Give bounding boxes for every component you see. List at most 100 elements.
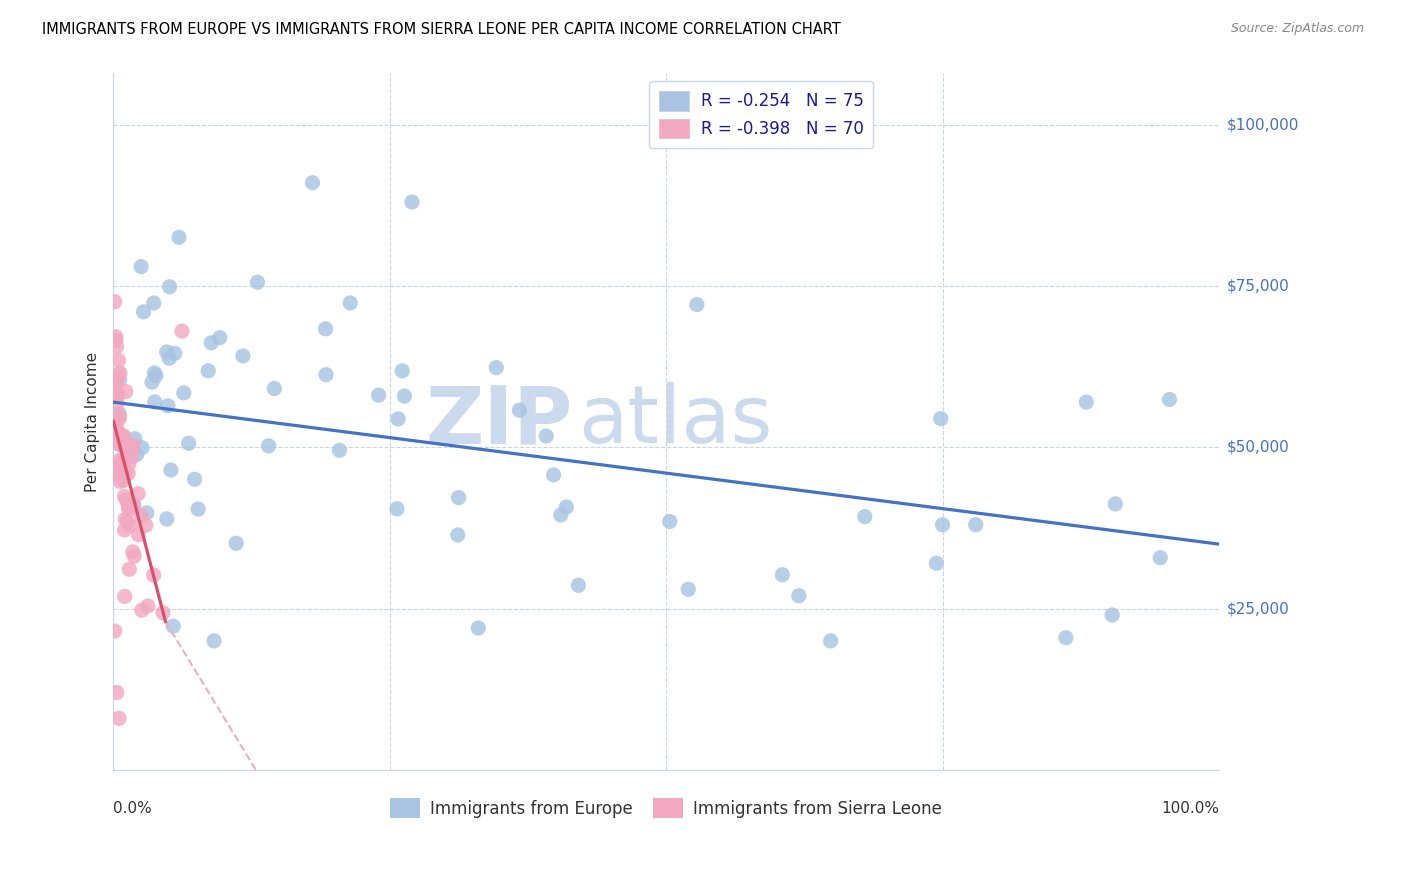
Point xyxy=(183,472,205,486)
Point xyxy=(108,406,131,420)
Point xyxy=(315,322,337,336)
Point xyxy=(555,500,578,514)
Point xyxy=(367,388,389,402)
Point xyxy=(391,364,413,378)
Point xyxy=(1159,392,1181,407)
Point xyxy=(1104,497,1126,511)
Point xyxy=(105,385,128,400)
Legend: Immigrants from Europe, Immigrants from Sierra Leone: Immigrants from Europe, Immigrants from … xyxy=(384,792,949,824)
Point xyxy=(114,512,136,526)
Point xyxy=(105,422,128,436)
Point xyxy=(114,590,136,604)
Point xyxy=(315,368,337,382)
Point xyxy=(678,582,700,597)
Point xyxy=(225,536,247,550)
Point xyxy=(142,568,165,582)
Point xyxy=(117,467,139,481)
Point xyxy=(131,603,153,617)
Point xyxy=(115,442,138,457)
Point xyxy=(328,443,350,458)
Point xyxy=(110,463,132,477)
Point xyxy=(114,384,136,399)
Point xyxy=(232,349,254,363)
Point xyxy=(125,448,148,462)
Text: $75,000: $75,000 xyxy=(1227,278,1289,293)
Point xyxy=(104,460,127,475)
Point xyxy=(105,340,128,354)
Text: 0.0%: 0.0% xyxy=(114,801,152,816)
Point xyxy=(127,487,149,501)
Point xyxy=(124,432,146,446)
Point xyxy=(156,345,179,359)
Point xyxy=(108,366,131,380)
Point xyxy=(141,375,163,389)
Point xyxy=(108,711,131,725)
Point xyxy=(170,324,193,338)
Point xyxy=(117,500,139,514)
Point xyxy=(104,418,127,433)
Point xyxy=(686,297,709,311)
Text: IMMIGRANTS FROM EUROPE VS IMMIGRANTS FROM SIERRA LEONE PER CAPITA INCOME CORRELA: IMMIGRANTS FROM EUROPE VS IMMIGRANTS FRO… xyxy=(42,22,841,37)
Point xyxy=(385,501,408,516)
Point xyxy=(129,508,152,523)
Point xyxy=(105,685,128,699)
Point xyxy=(447,491,470,505)
Point xyxy=(112,455,135,469)
Point xyxy=(115,492,138,507)
Text: ZIP: ZIP xyxy=(425,383,572,460)
Point xyxy=(131,441,153,455)
Point xyxy=(136,599,159,613)
Point xyxy=(111,438,134,452)
Point xyxy=(104,434,127,448)
Point xyxy=(246,275,269,289)
Point xyxy=(173,385,195,400)
Point xyxy=(931,517,953,532)
Point xyxy=(114,490,136,504)
Point xyxy=(508,403,530,417)
Point xyxy=(112,430,135,444)
Point xyxy=(787,589,810,603)
Point xyxy=(534,429,557,443)
Point xyxy=(104,430,127,444)
Point xyxy=(105,425,128,440)
Point xyxy=(121,450,143,464)
Point xyxy=(122,545,145,559)
Point xyxy=(135,518,157,533)
Point xyxy=(853,509,876,524)
Point xyxy=(122,438,145,452)
Point xyxy=(156,512,179,526)
Point xyxy=(104,624,127,638)
Y-axis label: Per Capita Income: Per Capita Income xyxy=(86,351,100,491)
Point xyxy=(447,528,470,542)
Point xyxy=(145,368,167,383)
Point xyxy=(107,412,129,426)
Point xyxy=(117,515,139,529)
Point xyxy=(1149,550,1171,565)
Point xyxy=(110,475,132,489)
Point xyxy=(104,386,127,401)
Point xyxy=(770,567,793,582)
Point xyxy=(658,515,681,529)
Point xyxy=(394,389,416,403)
Point xyxy=(107,459,129,474)
Point xyxy=(263,382,285,396)
Point xyxy=(202,634,225,648)
Point xyxy=(108,453,131,467)
Text: 100.0%: 100.0% xyxy=(1161,801,1219,816)
Point xyxy=(143,366,166,380)
Point xyxy=(177,436,200,450)
Point xyxy=(129,260,152,274)
Point xyxy=(118,562,141,576)
Point xyxy=(112,451,135,466)
Point xyxy=(1101,607,1123,622)
Point xyxy=(105,389,128,403)
Point xyxy=(104,467,127,482)
Point xyxy=(110,464,132,478)
Point xyxy=(159,279,181,293)
Point xyxy=(143,394,166,409)
Point xyxy=(108,458,131,473)
Text: $100,000: $100,000 xyxy=(1227,117,1299,132)
Point xyxy=(1076,395,1098,409)
Point xyxy=(257,439,280,453)
Point xyxy=(160,463,183,477)
